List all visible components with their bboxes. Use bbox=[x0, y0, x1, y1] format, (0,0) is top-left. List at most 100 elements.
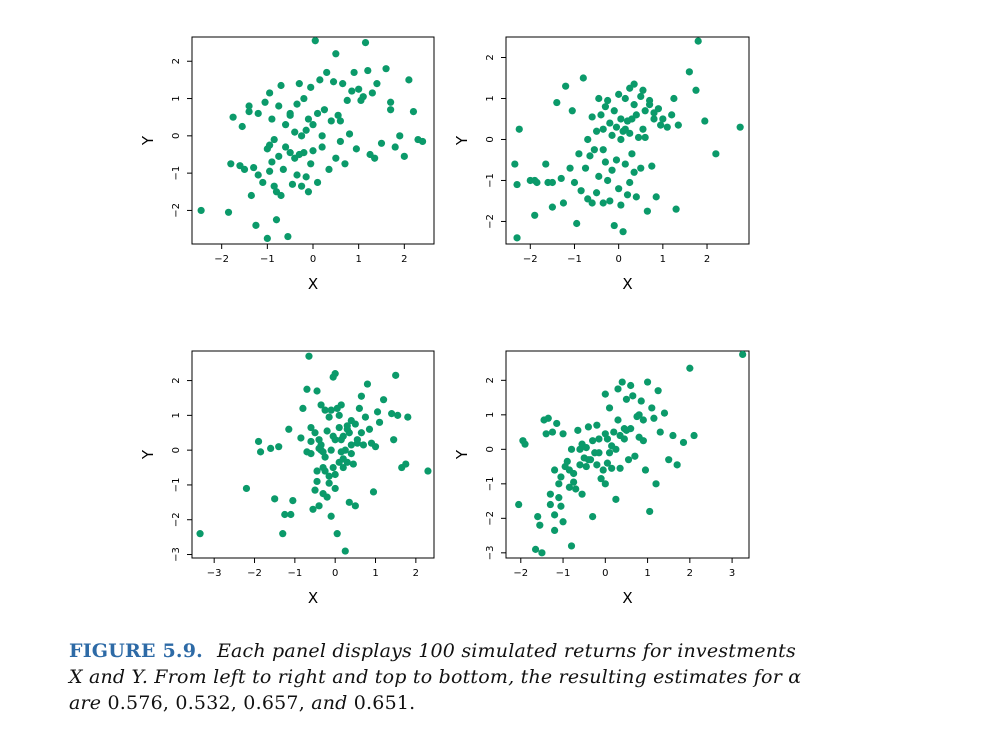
scatter-point bbox=[551, 511, 559, 519]
scatter-point bbox=[601, 390, 609, 398]
scatter-point bbox=[307, 437, 315, 446]
scatter-point bbox=[565, 483, 573, 491]
scatter-point bbox=[267, 444, 275, 453]
y-axis-label: Y bbox=[453, 135, 471, 146]
scatter-point bbox=[247, 191, 255, 200]
scatter-point bbox=[339, 463, 347, 472]
scatter-point bbox=[309, 121, 317, 129]
scatter-point bbox=[553, 419, 561, 428]
scatter-point bbox=[652, 193, 660, 201]
scatter-point bbox=[316, 76, 324, 84]
scatter-point bbox=[270, 135, 278, 144]
scatter-point bbox=[304, 188, 313, 196]
scatter-point bbox=[548, 428, 557, 436]
scatter-point bbox=[621, 125, 629, 133]
scatter-panel-4: −2 −1 0 1 2 3 −3 −2 −1 0 1 2 X Y bbox=[453, 350, 750, 607]
plot-frame bbox=[191, 350, 435, 559]
scatter-point bbox=[287, 510, 295, 519]
scatter-point bbox=[605, 449, 614, 457]
scatter-point bbox=[597, 111, 605, 119]
y-tick-label: 2 bbox=[485, 54, 496, 60]
scatter-point bbox=[534, 513, 542, 521]
scatter-point bbox=[275, 152, 283, 160]
scatter-point bbox=[663, 123, 671, 131]
scatter-point bbox=[573, 219, 581, 228]
scatter-point bbox=[268, 158, 276, 166]
scatter-point bbox=[618, 378, 626, 386]
scatter-point bbox=[601, 103, 610, 111]
scatter-point bbox=[641, 107, 649, 115]
scatter-point bbox=[572, 485, 580, 493]
x-tick-label: −1 bbox=[260, 254, 275, 265]
scatter-point bbox=[405, 76, 413, 84]
y-axis-label: Y bbox=[139, 449, 157, 460]
x-tick-label: 0 bbox=[332, 568, 338, 579]
scatter-point bbox=[375, 418, 384, 426]
scatter-point bbox=[341, 446, 349, 454]
y-tick-label: 2 bbox=[485, 377, 496, 383]
scatter-point bbox=[692, 86, 700, 94]
scatter-point bbox=[307, 450, 315, 458]
scatter-point bbox=[347, 416, 355, 425]
scatter-point bbox=[584, 135, 592, 144]
x-tick-label: 1 bbox=[660, 254, 666, 265]
scatter-point bbox=[291, 128, 299, 136]
scatter-point bbox=[323, 68, 331, 77]
scatter-point bbox=[266, 141, 274, 149]
scatter-point bbox=[357, 392, 365, 400]
scatter-point bbox=[551, 526, 559, 535]
x-tick-label: −2 bbox=[523, 254, 538, 265]
scatter-point bbox=[592, 127, 601, 135]
x-tick-label: 2 bbox=[687, 568, 693, 579]
scatter-point bbox=[620, 435, 628, 443]
scatter-point bbox=[641, 133, 649, 142]
scatter-point bbox=[364, 66, 372, 75]
scatter-point bbox=[623, 191, 632, 199]
scatter-point bbox=[511, 160, 519, 168]
y-tick-label: −2 bbox=[171, 512, 182, 527]
scatter-point bbox=[277, 81, 285, 90]
scatter-point bbox=[311, 486, 319, 494]
scatter-point bbox=[353, 439, 361, 447]
scatter-point bbox=[567, 445, 576, 453]
y-tick-label: 2 bbox=[171, 377, 182, 383]
scatter-point bbox=[599, 199, 607, 207]
scatter-point bbox=[570, 478, 578, 486]
scatter-point bbox=[390, 436, 398, 444]
scatter-point bbox=[369, 488, 378, 496]
y-tick-label: −3 bbox=[485, 545, 496, 560]
scatter-point bbox=[559, 430, 567, 438]
scatter-point bbox=[307, 83, 315, 91]
y-tick-label: −2 bbox=[485, 511, 496, 526]
scatter-point bbox=[622, 395, 631, 403]
scatter-point bbox=[597, 475, 605, 483]
scatter-point bbox=[400, 152, 408, 160]
scatter-point bbox=[348, 87, 356, 95]
scatter-point bbox=[307, 423, 315, 432]
scatter-point bbox=[559, 518, 567, 526]
y-tick-label: −1 bbox=[485, 173, 496, 188]
scatter-point bbox=[313, 178, 322, 187]
scatter-point bbox=[617, 201, 625, 209]
y-tick-label: −1 bbox=[171, 166, 182, 181]
y-tick-label: −2 bbox=[485, 214, 496, 229]
x-tick-label: 1 bbox=[355, 254, 361, 265]
scatter-point bbox=[643, 378, 652, 386]
scatter-point bbox=[608, 131, 616, 139]
scatter-point bbox=[345, 498, 353, 506]
scatter-point bbox=[271, 495, 279, 503]
scatter-point bbox=[531, 545, 540, 553]
scatter-point bbox=[339, 455, 347, 463]
scatter-point bbox=[686, 364, 694, 372]
scatter-point bbox=[555, 494, 563, 502]
scatter-point bbox=[325, 413, 333, 421]
scatter-point bbox=[254, 109, 262, 118]
alpha-estimate-3: 0.657, bbox=[243, 692, 305, 714]
scatter-point bbox=[542, 160, 550, 168]
scatter-point bbox=[670, 94, 678, 103]
scatter-point bbox=[309, 505, 317, 513]
scatter-point bbox=[245, 102, 253, 110]
scatter-point bbox=[424, 467, 432, 475]
scatter-point bbox=[645, 101, 654, 109]
